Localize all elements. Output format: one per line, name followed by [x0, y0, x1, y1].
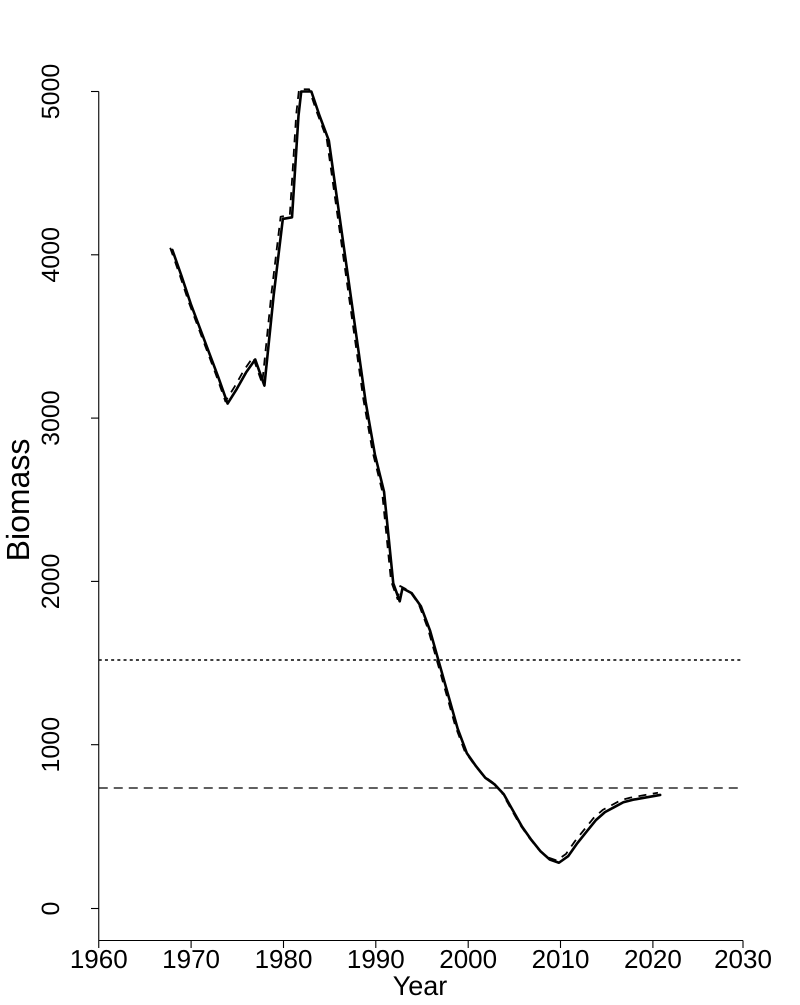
svg-text:Biomass: Biomass: [0, 439, 36, 562]
svg-text:1000: 1000: [37, 717, 65, 773]
svg-text:2000: 2000: [37, 554, 65, 610]
svg-text:0: 0: [37, 902, 65, 916]
svg-text:3000: 3000: [37, 390, 65, 446]
svg-text:2000: 2000: [439, 944, 497, 974]
svg-text:1970: 1970: [162, 944, 220, 974]
svg-text:1960: 1960: [70, 944, 128, 974]
svg-text:2020: 2020: [624, 944, 682, 974]
svg-text:1990: 1990: [347, 944, 405, 974]
svg-text:2010: 2010: [532, 944, 590, 974]
svg-text:1980: 1980: [255, 944, 313, 974]
svg-text:4000: 4000: [37, 227, 65, 283]
svg-text:Year: Year: [393, 971, 448, 1000]
svg-text:5000: 5000: [37, 64, 65, 120]
svg-text:2030: 2030: [714, 944, 772, 974]
